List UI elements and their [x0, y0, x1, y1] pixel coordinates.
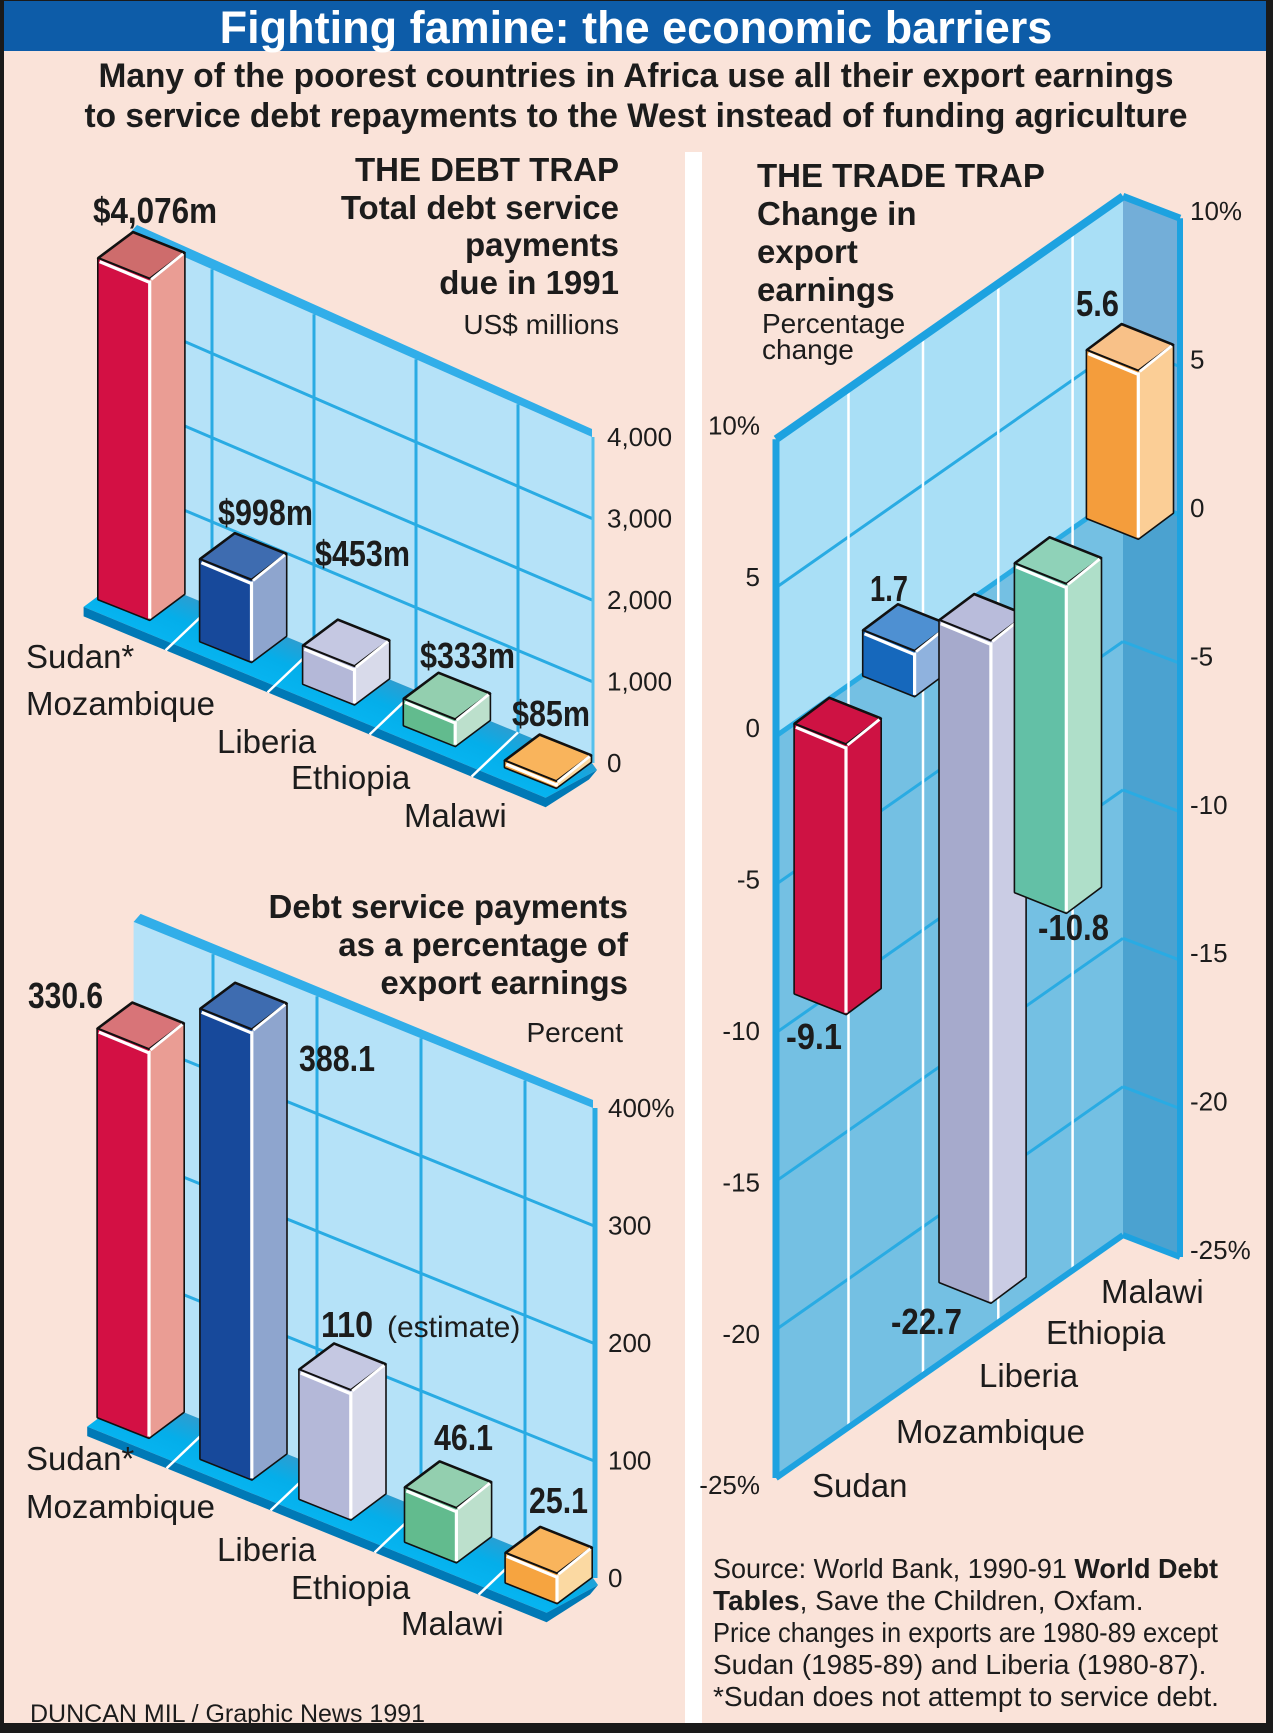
svg-text:Sudan (1985-89) and Liberia (1: Sudan (1985-89) and Liberia (1980-87). — [713, 1649, 1206, 1680]
svg-text:Ethiopia: Ethiopia — [291, 759, 411, 796]
svg-text:Percent: Percent — [527, 1017, 624, 1048]
svg-text:-15: -15 — [722, 1167, 760, 1197]
svg-text:10%: 10% — [708, 410, 760, 440]
svg-text:1.7: 1.7 — [870, 568, 908, 609]
svg-text:due in 1991: due in 1991 — [439, 264, 619, 301]
svg-text:Source: World Bank, 1990-91 Wo: Source: World Bank, 1990-91 World Debt — [713, 1553, 1218, 1584]
svg-text:25.1: 25.1 — [529, 1480, 588, 1521]
svg-text:as a percentage of: as a percentage of — [338, 926, 629, 963]
svg-text:Total debt service: Total debt service — [341, 189, 619, 226]
svg-text:Malawi: Malawi — [1101, 1273, 1204, 1310]
svg-text:-10: -10 — [722, 1016, 760, 1046]
svg-text:0: 0 — [746, 713, 760, 743]
svg-text:THE DEBT TRAP: THE DEBT TRAP — [355, 151, 619, 188]
svg-text:Malawi: Malawi — [404, 797, 507, 834]
svg-text:Tables, Save the Children, Oxf: Tables, Save the Children, Oxfam. — [713, 1585, 1144, 1616]
svg-text:export: export — [757, 233, 858, 270]
svg-text:110: 110 — [321, 1304, 373, 1345]
svg-text:-25%: -25% — [1190, 1235, 1251, 1265]
svg-text:5: 5 — [1190, 345, 1204, 375]
svg-text:Sudan*: Sudan* — [26, 638, 134, 675]
svg-text:Ethiopia: Ethiopia — [291, 1569, 411, 1606]
svg-text:-10: -10 — [1190, 790, 1228, 820]
svg-text:-10.8: -10.8 — [1038, 907, 1109, 948]
svg-text:330.6: 330.6 — [28, 975, 103, 1016]
svg-text:Change in: Change in — [757, 195, 917, 232]
svg-text:-15: -15 — [1190, 938, 1228, 968]
svg-text:payments: payments — [465, 226, 619, 263]
svg-text:Liberia: Liberia — [979, 1357, 1079, 1394]
svg-text:export earnings: export earnings — [380, 964, 628, 1001]
svg-text:0: 0 — [1190, 493, 1204, 523]
svg-text:Liberia: Liberia — [217, 723, 317, 760]
svg-text:388.1: 388.1 — [299, 1038, 375, 1079]
svg-text:-20: -20 — [1190, 1087, 1228, 1117]
svg-text:-22.7: -22.7 — [891, 1301, 962, 1342]
svg-text:2,000: 2,000 — [607, 585, 672, 615]
svg-text:Sudan*: Sudan* — [26, 1440, 134, 1477]
svg-text:$85m: $85m — [512, 693, 590, 734]
svg-text:-20: -20 — [722, 1319, 760, 1349]
svg-text:(estimate): (estimate) — [387, 1311, 520, 1344]
svg-text:1,000: 1,000 — [607, 667, 672, 697]
svg-text:Percentage: Percentage — [762, 308, 905, 339]
svg-text:Many of the poorest countries: Many of the poorest countries in Africa … — [99, 57, 1174, 95]
svg-text:-5: -5 — [737, 865, 760, 895]
svg-text:4,000: 4,000 — [607, 422, 672, 452]
svg-text:Fighting famine: the economic: Fighting famine: the economic barriers — [220, 2, 1053, 53]
svg-text:Mozambique: Mozambique — [896, 1413, 1085, 1450]
svg-text:46.1: 46.1 — [434, 1417, 493, 1458]
svg-text:-25%: -25% — [699, 1470, 760, 1500]
svg-text:200: 200 — [608, 1328, 651, 1358]
svg-text:$998m: $998m — [218, 492, 313, 533]
svg-text:0: 0 — [608, 1563, 622, 1593]
svg-text:5: 5 — [746, 562, 760, 592]
svg-text:Price changes in exports are 1: Price changes in exports are 1980-89 exc… — [713, 1617, 1218, 1648]
svg-text:-9.1: -9.1 — [786, 1016, 842, 1057]
svg-text:$4,076m: $4,076m — [93, 190, 217, 231]
svg-text:Sudan: Sudan — [812, 1467, 907, 1504]
svg-text:-5: -5 — [1190, 641, 1213, 671]
svg-text:Malawi: Malawi — [401, 1605, 504, 1642]
svg-text:10%: 10% — [1190, 196, 1242, 226]
svg-text:to service debt repayments to: to service debt repayments to the West i… — [85, 97, 1188, 135]
svg-text:3,000: 3,000 — [607, 504, 672, 534]
svg-text:change: change — [762, 334, 854, 365]
svg-text:$453m: $453m — [315, 533, 410, 574]
svg-text:400%: 400% — [608, 1093, 675, 1123]
svg-text:0: 0 — [607, 748, 621, 778]
svg-text:*Sudan does not attempt to ser: *Sudan does not attempt to service debt. — [713, 1681, 1219, 1712]
svg-text:DUNCAN MIL / Graphic News 1991: DUNCAN MIL / Graphic News 1991 — [30, 1700, 425, 1728]
svg-text:earnings: earnings — [757, 271, 895, 308]
svg-text:$333m: $333m — [420, 635, 515, 676]
svg-text:Mozambique: Mozambique — [26, 1488, 215, 1525]
svg-text:Liberia: Liberia — [217, 1531, 317, 1568]
svg-text:Debt service payments: Debt service payments — [268, 888, 628, 925]
svg-text:5.6: 5.6 — [1076, 283, 1119, 324]
svg-text:US$ millions: US$ millions — [463, 309, 619, 340]
svg-text:300: 300 — [608, 1211, 651, 1241]
svg-text:Mozambique: Mozambique — [26, 685, 215, 722]
svg-text:Ethiopia: Ethiopia — [1046, 1314, 1166, 1351]
svg-text:100: 100 — [608, 1446, 651, 1476]
svg-text:THE TRADE TRAP: THE TRADE TRAP — [757, 157, 1045, 194]
